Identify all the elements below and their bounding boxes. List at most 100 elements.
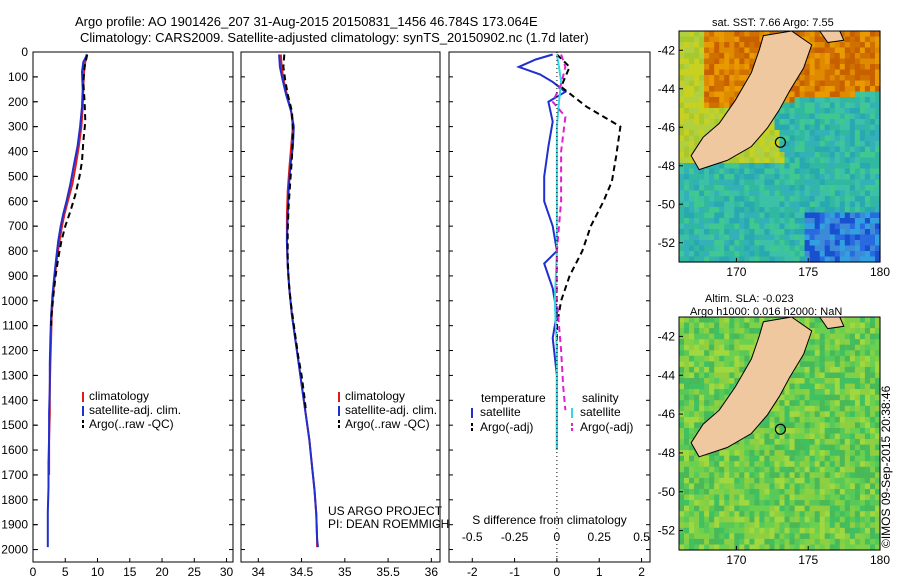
map-cell bbox=[849, 366, 856, 373]
map-cell bbox=[684, 113, 690, 120]
map-cell bbox=[679, 97, 685, 104]
map-cell bbox=[694, 416, 700, 423]
map-cell bbox=[734, 533, 740, 540]
map-cell bbox=[804, 400, 811, 407]
map-cell bbox=[724, 75, 730, 82]
map-cell bbox=[875, 433, 881, 440]
map-cell bbox=[819, 411, 826, 418]
map-cell bbox=[839, 516, 846, 523]
map-cell bbox=[789, 500, 796, 507]
map-cell bbox=[859, 201, 866, 208]
map-cell bbox=[694, 190, 700, 197]
map-cell bbox=[824, 196, 831, 203]
map-cell bbox=[694, 505, 700, 512]
map-cell bbox=[704, 168, 710, 175]
map-cell bbox=[729, 42, 735, 49]
map-cell bbox=[779, 505, 786, 512]
map-cell bbox=[870, 511, 876, 518]
map-cell bbox=[824, 522, 831, 529]
map-cell bbox=[875, 135, 881, 142]
map-cell bbox=[844, 383, 851, 390]
map-cell bbox=[854, 511, 861, 518]
map-cell bbox=[684, 516, 690, 523]
map-cell bbox=[759, 152, 765, 159]
map-cell bbox=[789, 251, 796, 258]
map-cell bbox=[754, 157, 760, 164]
map-cell bbox=[749, 207, 755, 214]
map-cell bbox=[764, 533, 770, 540]
map-cell bbox=[794, 472, 801, 479]
map-cell bbox=[814, 146, 821, 153]
map-cell bbox=[819, 361, 826, 368]
map-cell bbox=[709, 477, 715, 484]
map-cell bbox=[864, 466, 871, 473]
map-cell bbox=[689, 229, 695, 236]
map-cell bbox=[719, 522, 725, 529]
map-cell bbox=[875, 378, 881, 385]
map-cell bbox=[854, 240, 861, 247]
map-cell bbox=[809, 119, 816, 126]
map-cell bbox=[729, 361, 735, 368]
map-cell bbox=[764, 190, 770, 197]
map-cell bbox=[689, 135, 695, 142]
map-cell bbox=[814, 344, 821, 351]
map-cell bbox=[834, 444, 841, 451]
map-cell bbox=[689, 461, 695, 468]
map-cell bbox=[694, 317, 700, 324]
map-cell bbox=[875, 196, 881, 203]
map-cell bbox=[824, 394, 831, 401]
map-cell bbox=[784, 124, 791, 131]
map-cell bbox=[779, 483, 786, 490]
map-cell bbox=[754, 333, 760, 340]
map-cell bbox=[819, 333, 826, 340]
map-cell bbox=[870, 53, 876, 60]
map-cell bbox=[684, 333, 690, 340]
map-cell bbox=[734, 361, 740, 368]
map-cell bbox=[714, 389, 720, 396]
map-cell bbox=[875, 185, 881, 192]
map-cell bbox=[789, 383, 796, 390]
map-cell bbox=[844, 69, 851, 76]
map-cell bbox=[814, 383, 821, 390]
map-cell bbox=[839, 372, 846, 379]
map-cell bbox=[679, 461, 685, 468]
map-cell bbox=[870, 350, 876, 357]
map-cell bbox=[729, 450, 735, 457]
map-cell bbox=[824, 455, 831, 462]
map-cell bbox=[870, 251, 876, 258]
series-line-temperature bbox=[46, 54, 89, 548]
map-cell bbox=[739, 223, 745, 230]
map-cell bbox=[734, 511, 740, 518]
map-cell bbox=[764, 251, 770, 258]
map-cell bbox=[875, 439, 881, 446]
map-cell bbox=[779, 212, 786, 219]
map-cell bbox=[794, 251, 801, 258]
map-cell bbox=[875, 108, 881, 115]
map-cell bbox=[709, 366, 715, 373]
map-cell bbox=[819, 157, 826, 164]
map-cell bbox=[719, 505, 725, 512]
map-cell bbox=[849, 174, 856, 181]
map-cell bbox=[684, 428, 690, 435]
map-cell bbox=[834, 439, 841, 446]
map-y-tick-label: -42 bbox=[658, 329, 676, 343]
map-cell bbox=[804, 240, 811, 247]
map-cell bbox=[714, 322, 720, 329]
map-cell bbox=[739, 455, 745, 462]
map-cell bbox=[829, 461, 836, 468]
map-cell bbox=[875, 527, 881, 534]
map-cell bbox=[694, 47, 700, 54]
map-cell bbox=[779, 516, 786, 523]
map-cell bbox=[784, 422, 791, 429]
map-cell bbox=[864, 223, 871, 230]
map-cell bbox=[734, 196, 740, 203]
map-cell bbox=[784, 383, 791, 390]
map-cell bbox=[749, 146, 755, 153]
map-cell bbox=[849, 466, 856, 473]
map-cell bbox=[784, 400, 791, 407]
map-cell bbox=[799, 196, 806, 203]
map-cell bbox=[734, 372, 740, 379]
map-cell bbox=[679, 135, 685, 142]
map-cell bbox=[809, 201, 816, 208]
map-cell bbox=[870, 163, 876, 170]
